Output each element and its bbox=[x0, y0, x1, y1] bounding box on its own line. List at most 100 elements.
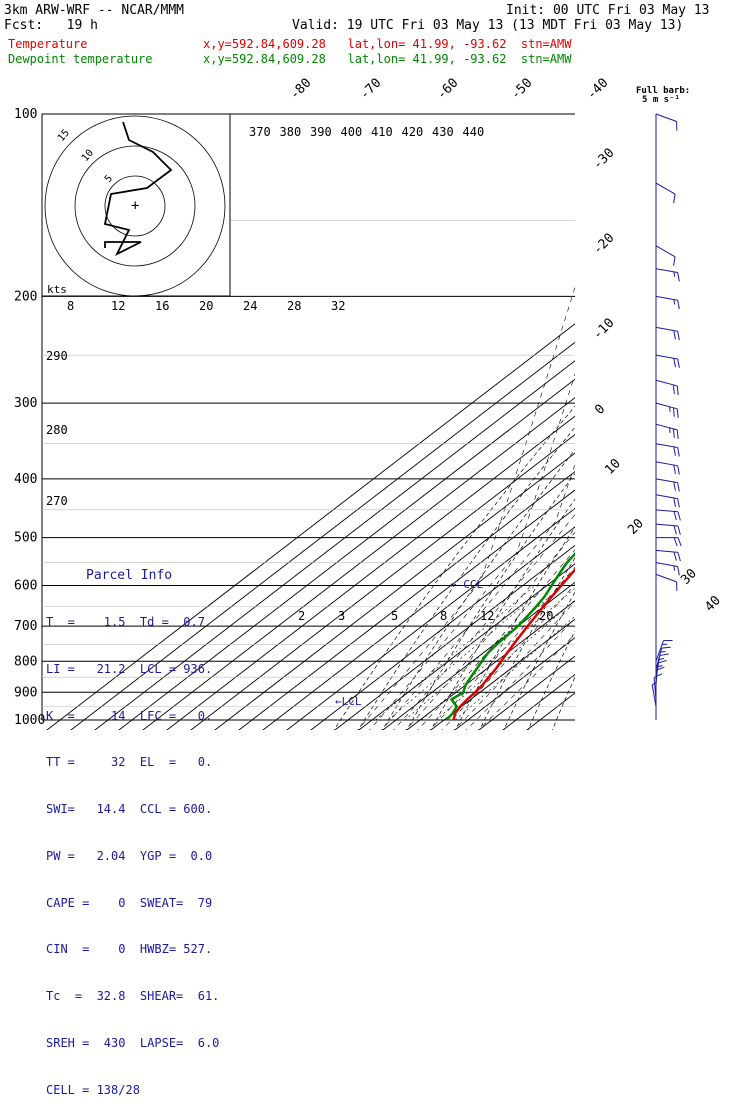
mixing-ratio-label: 20 bbox=[539, 609, 553, 623]
barb-flag bbox=[670, 428, 671, 433]
barb-staff bbox=[656, 403, 677, 409]
barb-flag bbox=[674, 538, 677, 546]
barb-flag bbox=[678, 448, 680, 457]
mixing-ratio-line bbox=[375, 586, 534, 720]
isotherm-label: -20 bbox=[590, 231, 617, 258]
barb-flag bbox=[660, 654, 669, 656]
barb-flag bbox=[674, 257, 675, 266]
isotherm-line bbox=[379, 114, 740, 733]
hodograph-unit-label: kts bbox=[47, 283, 67, 296]
pressure-label: 400 bbox=[14, 472, 37, 487]
barb-staff bbox=[656, 550, 678, 552]
dry-adiabat-line bbox=[503, 114, 740, 733]
barb-flag bbox=[674, 300, 675, 305]
barb-flag bbox=[674, 566, 675, 571]
isotherm-label: 40 bbox=[702, 593, 724, 615]
barb-staff bbox=[656, 246, 675, 257]
lcl-marker: ←LCL bbox=[335, 695, 362, 708]
barb-flag bbox=[678, 359, 680, 368]
hodograph-speed-label: 28 bbox=[287, 299, 301, 313]
parcel-row-tt: TT = 32 EL = 0. bbox=[46, 755, 236, 771]
isotherm-label: -60 bbox=[434, 76, 461, 103]
barb-flag bbox=[674, 331, 676, 340]
barb-flag bbox=[659, 659, 664, 660]
mixing-ratio-label: 2 bbox=[298, 609, 305, 623]
wind-barb bbox=[656, 550, 680, 561]
barb-flag bbox=[674, 194, 675, 203]
barb-flag bbox=[670, 407, 671, 412]
wind-barb bbox=[656, 269, 679, 282]
barb-flag bbox=[678, 566, 680, 575]
parcel-row-k: K = 14 LFC = 0. bbox=[46, 709, 236, 725]
pressure-label: 1000 bbox=[14, 713, 45, 728]
theta-e-label: 370 bbox=[249, 125, 271, 139]
mixing-ratio-label: 8 bbox=[440, 609, 447, 623]
parcel-info-panel: Parcel Info T = 1.5 Td = 0.7 LI = 21.2 L… bbox=[46, 537, 236, 1114]
isotherm-line bbox=[235, 114, 740, 733]
isotherm-label: -50 bbox=[508, 76, 535, 103]
barb-staff bbox=[656, 183, 675, 194]
mixing-ratio-lines bbox=[375, 586, 610, 720]
parcel-info-title: Parcel Info bbox=[46, 568, 236, 584]
barb-flag bbox=[678, 512, 680, 521]
barb-flag bbox=[674, 511, 676, 520]
moist-adiabat-line bbox=[355, 221, 595, 733]
dry-adiabat-line bbox=[381, 114, 740, 733]
theta-e-label: 400 bbox=[341, 125, 363, 139]
wind-barb bbox=[656, 327, 679, 340]
moist-adiabat-line bbox=[415, 221, 738, 733]
barb-flag bbox=[662, 647, 671, 648]
hodograph-speed-label: 24 bbox=[243, 299, 257, 313]
hodograph-speed-label: 16 bbox=[155, 299, 169, 313]
barb-flag bbox=[677, 386, 678, 395]
barb-flag bbox=[678, 331, 680, 340]
mixing-ratio-line bbox=[455, 586, 610, 720]
barb-flag bbox=[678, 273, 680, 282]
barb-flag bbox=[677, 409, 678, 418]
moist-adiabat-line bbox=[451, 221, 740, 733]
wind-barb bbox=[656, 479, 679, 492]
barb-flag bbox=[674, 526, 676, 535]
barb-flag bbox=[673, 429, 674, 438]
barb-flag bbox=[674, 272, 675, 277]
pressure-label: 700 bbox=[14, 619, 37, 634]
isotherm-line bbox=[475, 114, 740, 733]
hodograph-speed-label: 8 bbox=[67, 299, 74, 313]
barb-flag bbox=[678, 466, 680, 475]
wind-barb bbox=[656, 563, 679, 576]
wind-barb bbox=[656, 380, 678, 395]
wind-barb bbox=[656, 510, 680, 521]
dry-adiabat-label: 270 bbox=[46, 494, 68, 508]
barb-flag bbox=[678, 483, 680, 492]
wind-barb bbox=[656, 574, 677, 591]
theta-e-label: 420 bbox=[402, 125, 424, 139]
wind-barb bbox=[656, 495, 679, 508]
isotherm-line bbox=[331, 114, 740, 733]
dry-adiabat-line bbox=[624, 114, 740, 733]
parcel-row-t: T = 1.5 Td = 0.7 bbox=[46, 615, 236, 631]
barb-staff bbox=[656, 114, 677, 122]
barb-flag bbox=[674, 358, 676, 367]
parcel-row-cell: CELL = 138/28 bbox=[46, 1083, 236, 1099]
wind-barb bbox=[656, 114, 677, 131]
dry-adiabat-line bbox=[600, 114, 740, 733]
hodograph-speed-label: 12 bbox=[111, 299, 125, 313]
dry-adiabat-line bbox=[649, 114, 740, 733]
barb-staff bbox=[656, 462, 678, 466]
barb-staff bbox=[656, 510, 678, 512]
barb-staff bbox=[656, 269, 678, 273]
wind-barb bbox=[656, 183, 675, 203]
mixing-ratio-label: 3 bbox=[338, 609, 345, 623]
isotherm-line bbox=[187, 114, 740, 733]
isotherm-line bbox=[523, 114, 740, 733]
barb-staff bbox=[656, 524, 678, 526]
wind-barb bbox=[654, 674, 662, 700]
isotherm-label: -30 bbox=[590, 146, 617, 173]
barb-flag bbox=[678, 538, 681, 546]
barb-flag bbox=[674, 552, 676, 561]
wind-barb bbox=[656, 355, 679, 368]
pressure-label: 200 bbox=[14, 289, 37, 304]
ccl-marker: ← CCL bbox=[450, 578, 483, 591]
parcel-row-li: LI = 21.2 LCL = 936. bbox=[46, 662, 236, 678]
pressure-label: 800 bbox=[14, 654, 37, 669]
